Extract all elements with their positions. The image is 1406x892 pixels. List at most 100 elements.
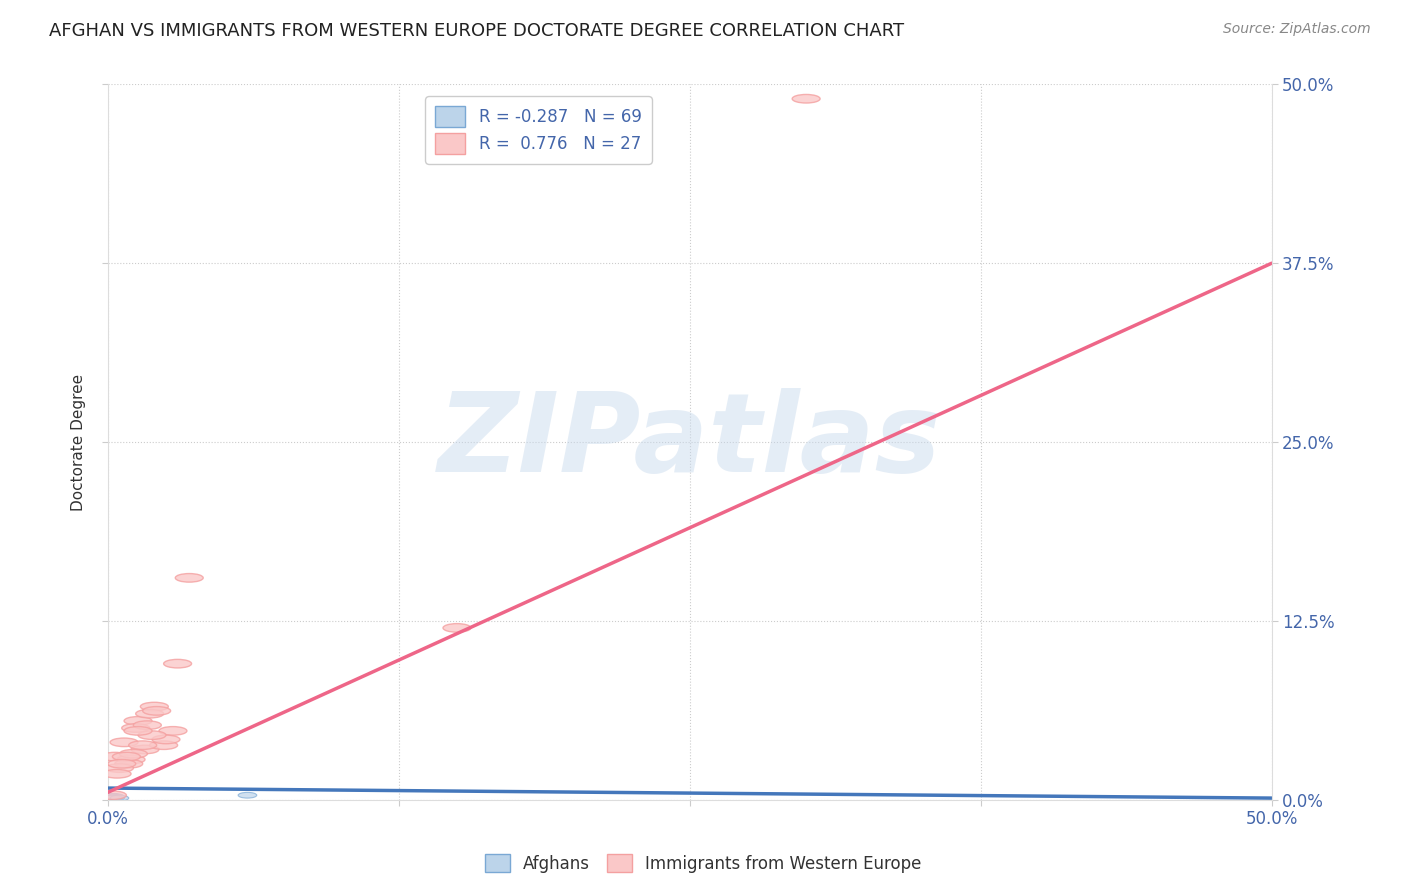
Ellipse shape bbox=[105, 796, 124, 801]
Ellipse shape bbox=[105, 794, 124, 799]
Ellipse shape bbox=[103, 796, 122, 801]
Ellipse shape bbox=[163, 659, 191, 668]
Ellipse shape bbox=[98, 791, 127, 799]
Ellipse shape bbox=[176, 574, 204, 582]
Legend: R = -0.287   N = 69, R =  0.776   N = 27: R = -0.287 N = 69, R = 0.776 N = 27 bbox=[426, 96, 651, 164]
Ellipse shape bbox=[112, 752, 141, 761]
Legend: Afghans, Immigrants from Western Europe: Afghans, Immigrants from Western Europe bbox=[478, 847, 928, 880]
Ellipse shape bbox=[103, 796, 122, 801]
Ellipse shape bbox=[103, 796, 122, 801]
Ellipse shape bbox=[101, 796, 120, 801]
Ellipse shape bbox=[103, 796, 122, 801]
Ellipse shape bbox=[101, 794, 120, 799]
Ellipse shape bbox=[101, 794, 120, 799]
Ellipse shape bbox=[142, 706, 170, 715]
Ellipse shape bbox=[152, 735, 180, 744]
Ellipse shape bbox=[103, 796, 122, 801]
Ellipse shape bbox=[101, 794, 120, 799]
Ellipse shape bbox=[101, 796, 120, 801]
Ellipse shape bbox=[101, 794, 120, 799]
Ellipse shape bbox=[105, 794, 124, 799]
Ellipse shape bbox=[101, 796, 120, 801]
Ellipse shape bbox=[103, 796, 122, 801]
Ellipse shape bbox=[101, 794, 120, 799]
Ellipse shape bbox=[103, 796, 122, 801]
Ellipse shape bbox=[103, 796, 122, 801]
Ellipse shape bbox=[103, 796, 122, 801]
Ellipse shape bbox=[103, 796, 122, 801]
Ellipse shape bbox=[124, 727, 152, 735]
Ellipse shape bbox=[103, 796, 122, 801]
Ellipse shape bbox=[101, 796, 120, 801]
Ellipse shape bbox=[103, 794, 122, 799]
Ellipse shape bbox=[149, 741, 177, 749]
Ellipse shape bbox=[103, 796, 122, 801]
Ellipse shape bbox=[101, 796, 120, 801]
Ellipse shape bbox=[103, 796, 122, 801]
Ellipse shape bbox=[101, 796, 120, 801]
Ellipse shape bbox=[103, 796, 122, 801]
Ellipse shape bbox=[792, 95, 820, 103]
Ellipse shape bbox=[129, 741, 156, 749]
Ellipse shape bbox=[101, 796, 120, 801]
Ellipse shape bbox=[101, 796, 120, 801]
Ellipse shape bbox=[443, 624, 471, 632]
Ellipse shape bbox=[120, 749, 148, 758]
Ellipse shape bbox=[110, 738, 138, 747]
Ellipse shape bbox=[101, 796, 120, 801]
Ellipse shape bbox=[105, 764, 134, 772]
Ellipse shape bbox=[103, 794, 122, 799]
Ellipse shape bbox=[103, 796, 122, 801]
Ellipse shape bbox=[122, 723, 149, 732]
Ellipse shape bbox=[103, 796, 122, 801]
Ellipse shape bbox=[101, 796, 120, 801]
Ellipse shape bbox=[103, 796, 122, 801]
Ellipse shape bbox=[101, 794, 120, 799]
Ellipse shape bbox=[101, 796, 120, 801]
Ellipse shape bbox=[115, 759, 142, 768]
Ellipse shape bbox=[103, 794, 122, 799]
Ellipse shape bbox=[117, 756, 145, 764]
Ellipse shape bbox=[103, 796, 122, 801]
Ellipse shape bbox=[110, 796, 129, 801]
Ellipse shape bbox=[105, 796, 124, 801]
Ellipse shape bbox=[136, 709, 163, 718]
Ellipse shape bbox=[101, 794, 120, 799]
Ellipse shape bbox=[103, 796, 122, 801]
Ellipse shape bbox=[101, 796, 120, 801]
Ellipse shape bbox=[105, 796, 124, 801]
Ellipse shape bbox=[238, 792, 257, 798]
Ellipse shape bbox=[101, 796, 120, 801]
Ellipse shape bbox=[103, 796, 122, 801]
Text: AFGHAN VS IMMIGRANTS FROM WESTERN EUROPE DOCTORATE DEGREE CORRELATION CHART: AFGHAN VS IMMIGRANTS FROM WESTERN EUROPE… bbox=[49, 22, 904, 40]
Ellipse shape bbox=[101, 796, 120, 801]
Ellipse shape bbox=[103, 770, 131, 778]
Text: ZIPatlas: ZIPatlas bbox=[437, 389, 942, 495]
Ellipse shape bbox=[105, 796, 124, 801]
Ellipse shape bbox=[134, 721, 162, 730]
Ellipse shape bbox=[103, 794, 122, 799]
Y-axis label: Doctorate Degree: Doctorate Degree bbox=[72, 374, 86, 510]
Ellipse shape bbox=[103, 796, 122, 801]
Ellipse shape bbox=[103, 796, 122, 801]
Ellipse shape bbox=[159, 727, 187, 735]
Ellipse shape bbox=[103, 796, 122, 801]
Ellipse shape bbox=[124, 716, 152, 725]
Ellipse shape bbox=[103, 796, 122, 801]
Ellipse shape bbox=[101, 796, 120, 801]
Ellipse shape bbox=[131, 745, 159, 754]
Ellipse shape bbox=[101, 752, 129, 761]
Ellipse shape bbox=[101, 796, 120, 801]
Ellipse shape bbox=[101, 796, 120, 801]
Ellipse shape bbox=[141, 702, 169, 711]
Ellipse shape bbox=[103, 796, 122, 801]
Ellipse shape bbox=[101, 794, 120, 799]
Ellipse shape bbox=[138, 731, 166, 739]
Text: Source: ZipAtlas.com: Source: ZipAtlas.com bbox=[1223, 22, 1371, 37]
Ellipse shape bbox=[105, 796, 124, 801]
Ellipse shape bbox=[101, 794, 120, 799]
Ellipse shape bbox=[103, 796, 122, 801]
Ellipse shape bbox=[108, 759, 136, 768]
Ellipse shape bbox=[103, 796, 122, 801]
Ellipse shape bbox=[103, 796, 122, 801]
